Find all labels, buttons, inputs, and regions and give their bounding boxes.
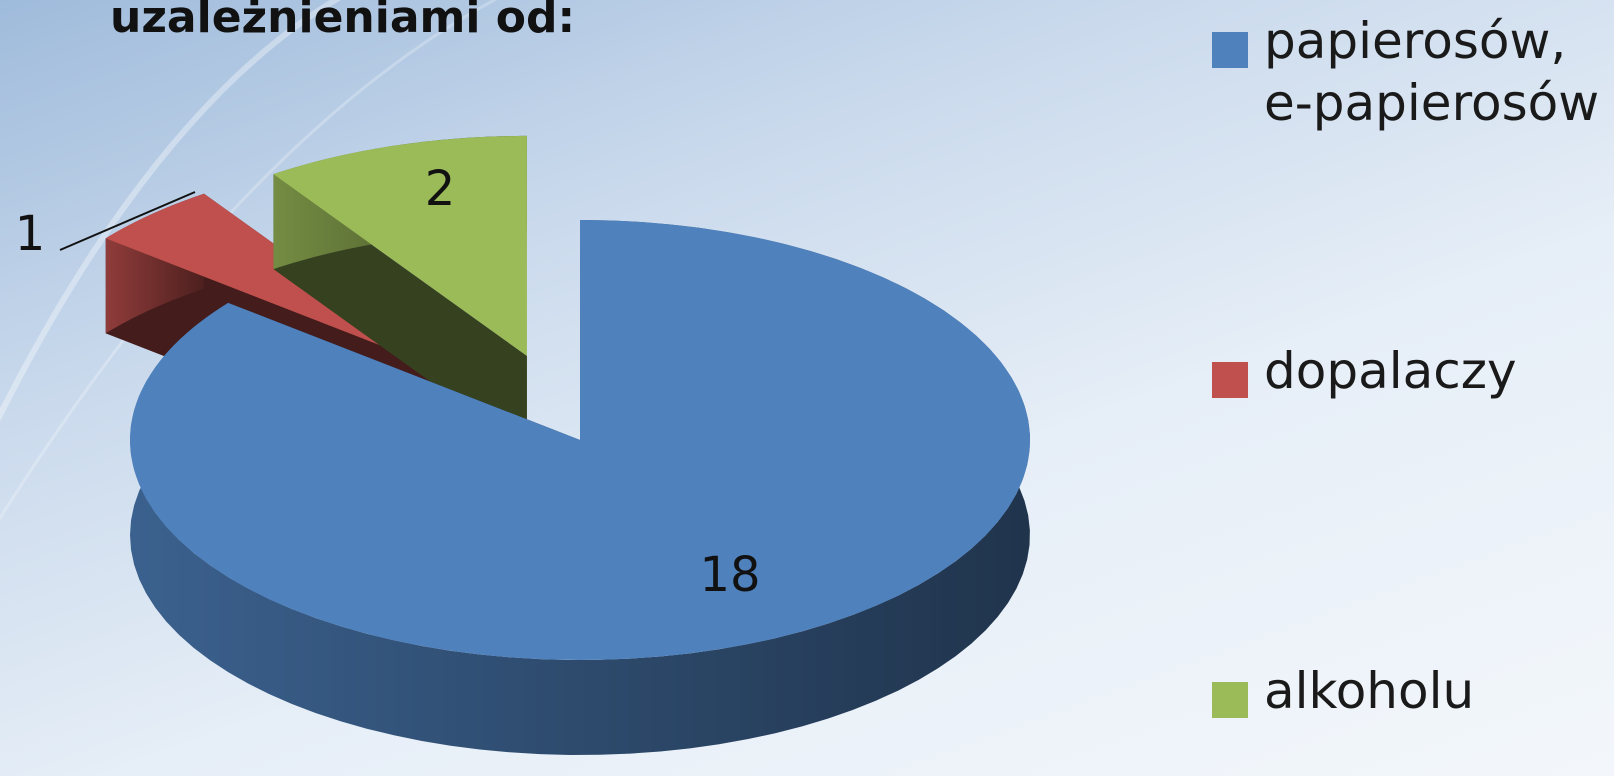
leader-line xyxy=(59,191,196,251)
legend-item: alkoholu xyxy=(1212,660,1604,722)
legend-label: alkoholu xyxy=(1264,662,1475,720)
legend: papierosów, e-papierosów dopalaczy alkohol… xyxy=(1212,0,1612,776)
data-label: 18 xyxy=(699,547,760,603)
background-swoosh xyxy=(0,0,342,422)
background-swoosh xyxy=(0,0,498,521)
slice xyxy=(273,135,527,356)
legend-swatch xyxy=(1212,362,1248,398)
data-label: 1 xyxy=(15,206,46,262)
chart-title: uzależnieniami od: xyxy=(110,0,575,43)
legend-item: papierosów, e-papierosów xyxy=(1212,10,1604,134)
legend-swatch xyxy=(1212,32,1248,68)
data-label: 2 xyxy=(425,161,456,217)
legend-item: dopalaczy xyxy=(1212,340,1604,402)
pie xyxy=(105,135,1030,755)
slice xyxy=(129,220,1030,660)
legend-label: dopalaczy xyxy=(1264,342,1517,400)
legend-swatch xyxy=(1212,682,1248,718)
legend-label: papierosów, e-papierosów xyxy=(1264,12,1600,132)
